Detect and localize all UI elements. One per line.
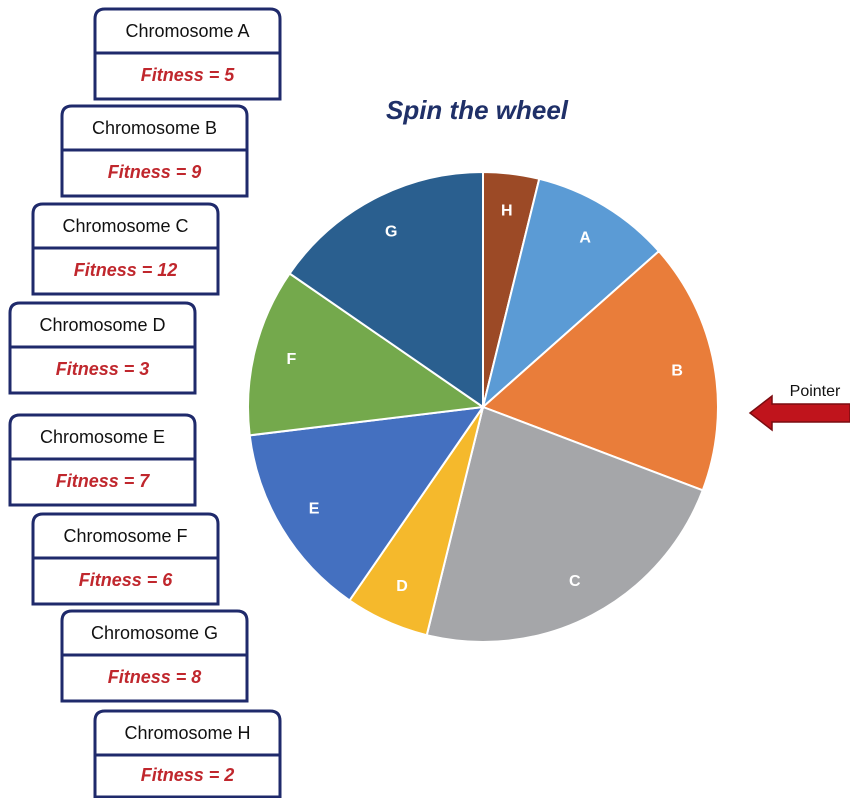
card-fitness: Fitness = 2 xyxy=(141,765,235,785)
pointer-label: Pointer xyxy=(790,383,841,400)
slice-label: A xyxy=(579,229,591,246)
chart-title: Spin the wheel xyxy=(386,95,569,125)
card-fitness: Fitness = 3 xyxy=(56,359,150,379)
card-fitness: Fitness = 6 xyxy=(79,570,174,590)
slice-label: E xyxy=(309,500,320,517)
pie-slice xyxy=(288,170,484,409)
slice-label: C xyxy=(569,573,581,590)
slice-label: F xyxy=(286,351,296,368)
pointer-arrow xyxy=(748,394,850,432)
slice-label: G xyxy=(385,223,397,240)
slice-label: B xyxy=(671,363,683,380)
slice-label: D xyxy=(396,578,408,595)
card-title: Chromosome H xyxy=(124,723,250,743)
card-fitness: Fitness = 8 xyxy=(108,667,202,687)
card-title: Chromosome F xyxy=(63,526,187,546)
pie-slice xyxy=(425,405,705,643)
card-fitness: Fitness = 7 xyxy=(56,471,151,491)
card-title: Chromosome A xyxy=(125,21,249,41)
card-title: Chromosome E xyxy=(40,427,165,447)
card-title: Chromosome B xyxy=(92,118,217,138)
card-fitness: Fitness = 12 xyxy=(74,260,178,280)
card-title: Chromosome C xyxy=(62,216,188,236)
card-title: Chromosome G xyxy=(91,623,218,643)
pie-slice xyxy=(247,272,486,437)
slice-label: H xyxy=(501,202,513,219)
pie-slice xyxy=(481,177,661,410)
card-fitness: Fitness = 9 xyxy=(108,162,202,182)
card-fitness: Fitness = 5 xyxy=(141,65,236,85)
pie-slice xyxy=(248,405,486,602)
card-title: Chromosome D xyxy=(39,315,165,335)
pie-slice xyxy=(481,249,719,492)
